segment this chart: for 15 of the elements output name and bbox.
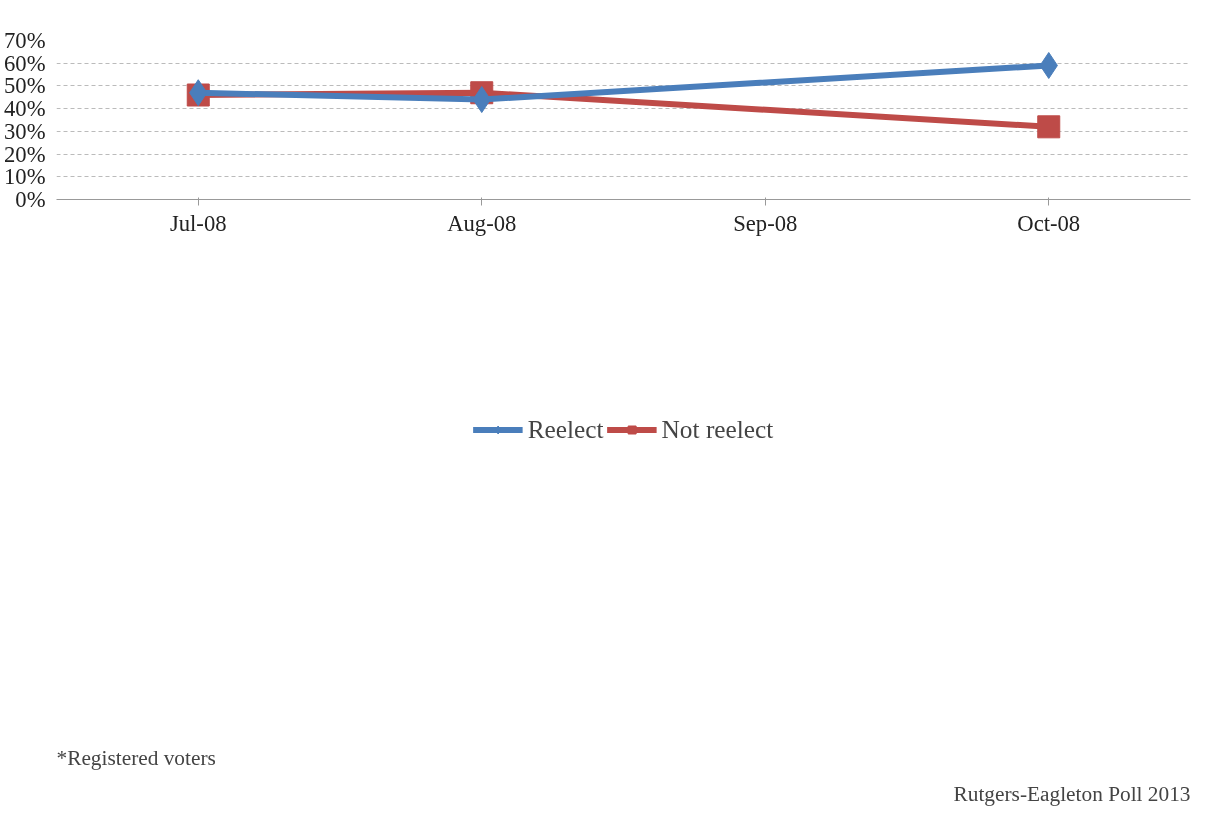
x-tick-label: Sep-08 (733, 210, 798, 236)
legend-label: Not reelect (661, 414, 774, 444)
y-tick-label: 20% (3, 141, 46, 167)
text: Rutgers-Eagleton Poll 2013 (953, 781, 1191, 806)
y-tick-label: 0% (15, 187, 46, 212)
x-tick-label: Aug-08 (447, 210, 517, 236)
y-tick-label: 50% (3, 73, 46, 99)
y-tick-label: 60% (3, 50, 46, 76)
x-tick-label: Jul-08 (169, 210, 227, 236)
text: *Registered voters (56, 745, 216, 770)
y-tick-label: 70% (3, 28, 46, 53)
point (1037, 115, 1061, 139)
x-tick-label: Oct-08 (1017, 210, 1081, 236)
legend-label: Reelect (527, 414, 604, 444)
y-tick-label: 10% (3, 164, 46, 190)
